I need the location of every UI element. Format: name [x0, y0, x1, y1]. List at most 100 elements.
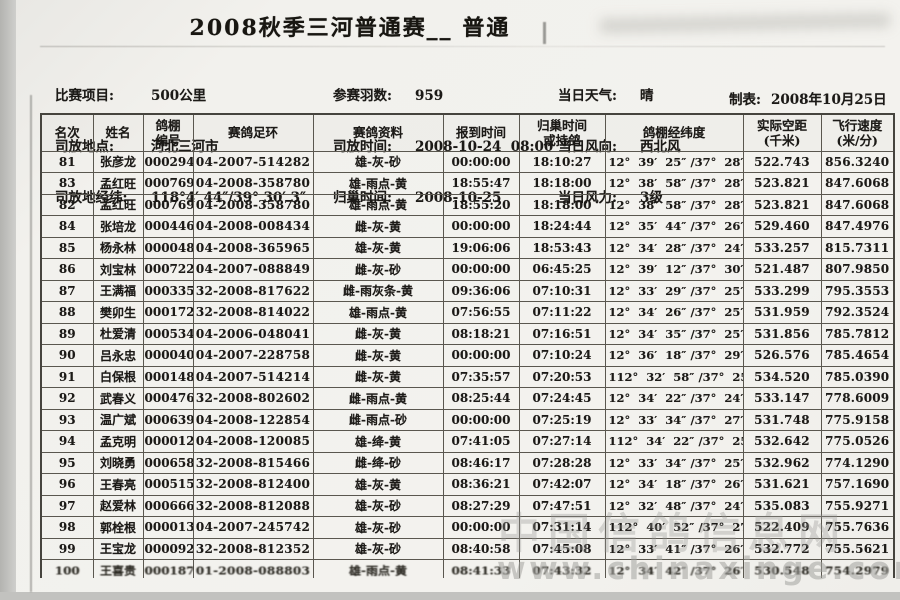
cell-pigeon-info: 雄-雨点-黄 [312, 301, 444, 324]
table-row: 86 刘宝林 000722 04-2007-088849 雌-灰-砂 00:00:00 06… [40, 258, 895, 281]
cell-ring: 04-2008-358780 [192, 193, 314, 216]
cell-coordinates: 12° 34′ 42″ /37° 26′ 50″ [604, 559, 744, 578]
cell-distance-km: 523.821 [742, 172, 822, 195]
cell-rank: 91 [40, 365, 94, 388]
header-rank: 名次 [40, 113, 94, 152]
cell-report-time: 08:18:21 [442, 322, 520, 345]
cell-distance-km: 526.576 [742, 344, 822, 367]
results-table-header: 名次 姓名 鸽棚 编号 赛鸽足环 赛鸽资料 报到时间 归巢时间 或持鸽 鸽棚经纬… [40, 113, 895, 152]
cell-pigeon-info: 雌-雨点-黄 [312, 387, 444, 410]
cell-report-time: 00:00:00 [442, 150, 520, 173]
results-table-container: 名次 姓名 鸽棚 编号 赛鸽足环 赛鸽资料 报到时间 归巢时间 或持鸽 鸽棚经纬… [40, 113, 895, 578]
header-loft-no: 鸽棚 编号 [142, 113, 194, 152]
cell-distance-km: 529.460 [742, 215, 822, 238]
cell-pigeon-info: 雌-灰-砂 [312, 258, 444, 281]
cell-distance-km: 531.621 [742, 473, 822, 496]
scan-mark [543, 22, 546, 44]
cell-return-time: 07:24:45 [518, 387, 606, 410]
cell-distance-km: 532.772 [742, 537, 822, 560]
cell-ring: 32-2008-815466 [192, 451, 314, 474]
cell-return-time: 07:42:07 [518, 473, 606, 496]
cell-return-time: 07:45:08 [518, 537, 606, 560]
cell-speed-m-min: 795.3553 [820, 279, 895, 302]
watermark-url: www.chinaxinge.com [497, 551, 900, 587]
cell-pigeon-info: 雌-雨点-砂 [312, 408, 444, 431]
cell-name: 杜爱清 [92, 322, 144, 345]
cell-speed-m-min: 785.0390 [820, 365, 895, 388]
table-made-label: 制表: [729, 92, 761, 108]
cell-name: 杨永林 [92, 236, 144, 259]
cell-rank: 95 [40, 451, 94, 474]
cell-distance-km: 523.821 [742, 193, 822, 216]
cell-ring: 04-2007-514214 [192, 365, 314, 388]
table-row: 98 郭栓根 000013 04-2007-245742 雄-灰-砂 00:00:00 07… [40, 516, 895, 539]
table-row: 88 樊卯生 000172 32-2008-814022 雄-雨点-黄 07:56:55 0… [40, 301, 895, 324]
cell-rank: 92 [40, 387, 94, 410]
cell-speed-m-min: 775.0526 [820, 430, 895, 453]
cell-loft-no: 000446 [142, 215, 194, 238]
cell-report-time: 18:55:20 [442, 193, 520, 216]
table-made-value: 2008年10月25日 [770, 92, 887, 108]
cell-rank: 96 [40, 473, 94, 496]
weather-line: 当日天气: 晴 [558, 88, 681, 105]
cell-pigeon-info: 雌-灰-黄 [312, 322, 444, 345]
cell-name: 王喜贵 [92, 559, 144, 578]
cell-loft-no: 000476 [142, 387, 194, 410]
cell-name: 孟克明 [92, 430, 144, 453]
cell-loft-no: 000294 [142, 150, 194, 173]
cell-name: 郭栓根 [92, 516, 144, 539]
cell-ring: 32-2008-812400 [192, 473, 314, 496]
cell-return-time: 07:11:22 [518, 301, 606, 324]
cell-distance-km: 533.257 [742, 236, 822, 259]
cell-return-time: 07:10:24 [518, 344, 606, 367]
cell-report-time: 08:36:21 [442, 473, 520, 496]
cell-speed-m-min: 847.6068 [820, 193, 895, 216]
scan-fold-line [30, 95, 32, 592]
cell-distance-km: 522.409 [742, 516, 822, 539]
cell-report-time: 00:00:00 [442, 258, 520, 281]
cell-rank: 87 [40, 279, 94, 302]
cell-report-time: 19:06:06 [442, 236, 520, 259]
cell-return-time: 18:10:27 [518, 150, 606, 173]
cell-ring: 04-2006-048041 [192, 322, 314, 345]
header-ring: 赛鸽足环 [192, 113, 314, 152]
cell-speed-m-min: 785.4654 [820, 344, 895, 367]
cell-loft-no: 000172 [142, 301, 194, 324]
cell-pigeon-info: 雄-灰-砂 [312, 516, 444, 539]
cell-name: 王宝龙 [92, 537, 144, 560]
header-return-time: 归巢时间 或持鸽 [518, 113, 606, 152]
cell-speed-m-min: 856.3240 [820, 150, 895, 173]
table-row: 92 武春义 000476 32-2008-802602 雌-雨点-黄 08:25:44 0… [40, 387, 895, 410]
cell-pigeon-info: 雌-绛-砂 [312, 451, 444, 474]
page-title: 2008秋季三河普通赛__ 普通 [189, 15, 511, 41]
cell-coordinates: 12° 38′ 58″ /37° 28′ 22″ [604, 193, 744, 216]
cell-rank: 88 [40, 301, 94, 324]
race-item-line: 比赛项目: 500公里 [55, 88, 306, 105]
cell-speed-m-min: 785.7812 [820, 322, 895, 345]
cell-rank: 100 [40, 559, 94, 578]
results-table: 名次 姓名 鸽棚 编号 赛鸽足环 赛鸽资料 报到时间 归巢时间 或持鸽 鸽棚经纬… [40, 113, 895, 578]
table-made-line: 制表: 2008年10月25日 [729, 88, 887, 108]
cell-name: 温广斌 [92, 408, 144, 431]
cell-distance-km: 532.642 [742, 430, 822, 453]
table-row: 85 杨永林 000048 04-2008-365965 雄-灰-黄 19:06:06 18… [40, 236, 895, 259]
cell-coordinates: 12° 34′ 22″ /37° 24′ 28″ [604, 387, 744, 410]
race-item-value: 500公里 [151, 88, 207, 104]
cell-pigeon-info: 雄-绛-黄 [312, 430, 444, 453]
cell-loft-no: 000515 [142, 473, 194, 496]
table-row: 87 王满福 000335 32-2008-817622 雌-雨灰条-黄 09:36:06… [40, 279, 895, 302]
cell-speed-m-min: 775.9158 [820, 408, 895, 431]
cell-pigeon-info: 雌-灰-黄 [312, 215, 444, 238]
cell-name: 樊卯生 [92, 301, 144, 324]
cell-report-time: 00:00:00 [442, 215, 520, 238]
cell-return-time: 07:25:19 [518, 408, 606, 431]
cell-rank: 99 [40, 537, 94, 560]
watermark-chinese: 中国信鸽信息网 [498, 509, 849, 558]
cell-coordinates: 112° 32′ 58″ /37° 25′ 0″ [604, 365, 744, 388]
cell-distance-km: 533.299 [742, 279, 822, 302]
cell-coordinates: 12° 33′ 34″ /37° 25′ 55″ [604, 451, 744, 474]
cell-return-time: 07:27:14 [518, 430, 606, 453]
cell-return-time: 18:53:43 [518, 236, 606, 259]
table-row: 91 白保根 000148 04-2007-514214 雌-灰-黄 07:35:57 07… [40, 365, 895, 388]
weather-value: 晴 [640, 88, 654, 104]
